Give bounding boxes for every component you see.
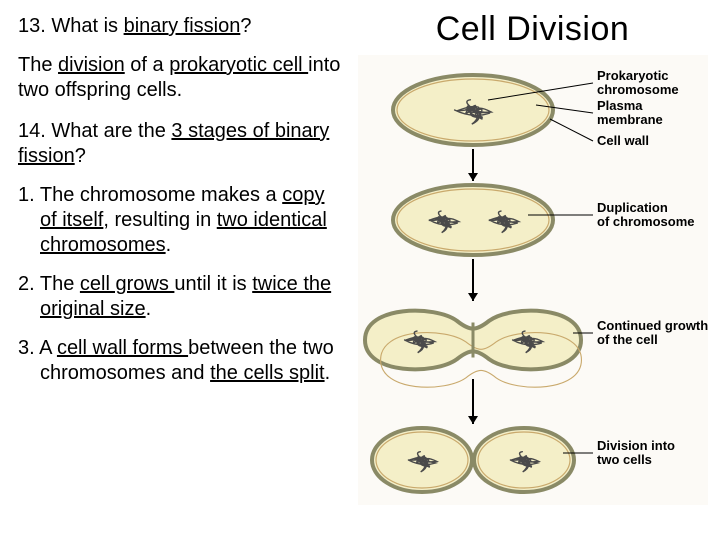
svg-text:of chromosome: of chromosome: [597, 214, 695, 229]
svg-text:Plasma: Plasma: [597, 98, 643, 113]
svg-text:two cells: two cells: [597, 452, 652, 467]
step-3: 3. A cell wall forms between the two chr…: [18, 336, 345, 386]
answer-13: The division of a prokaryotic cell into …: [18, 53, 345, 103]
binary-fission-diagram: ProkaryoticchromosomePlasmamembrane Cell …: [358, 55, 708, 505]
page-title: Cell Division: [436, 0, 630, 55]
text-column: 13. What is binary fission? The division…: [0, 0, 355, 540]
q14-prefix: 14. What are the: [18, 120, 171, 142]
svg-text:Cell wall: Cell wall: [597, 133, 649, 148]
svg-text:of the cell: of the cell: [597, 332, 658, 347]
step-1: 1. The chromosome makes a copy of itself…: [18, 183, 345, 258]
slide: 13. What is binary fission? The division…: [0, 0, 720, 540]
q14-suffix: ?: [75, 145, 86, 167]
q13-term: binary fission: [124, 15, 241, 37]
svg-text:chromosome: chromosome: [597, 82, 679, 97]
question-14: 14. What are the 3 stages of binary fiss…: [18, 119, 345, 169]
svg-text:Continued growth: Continued growth: [597, 318, 708, 333]
q13-prefix: 13. What is: [18, 15, 124, 37]
svg-text:Division into: Division into: [597, 438, 675, 453]
step-2: 2. The cell grows until it is twice the …: [18, 272, 345, 322]
svg-text:Prokaryotic: Prokaryotic: [597, 68, 669, 83]
question-13: 13. What is binary fission?: [18, 14, 345, 39]
svg-text:Duplication: Duplication: [597, 200, 668, 215]
diagram-column: Cell Division ProkaryoticchromosomePlasm…: [355, 0, 720, 540]
svg-text:membrane: membrane: [597, 112, 663, 127]
q13-suffix: ?: [240, 15, 251, 37]
